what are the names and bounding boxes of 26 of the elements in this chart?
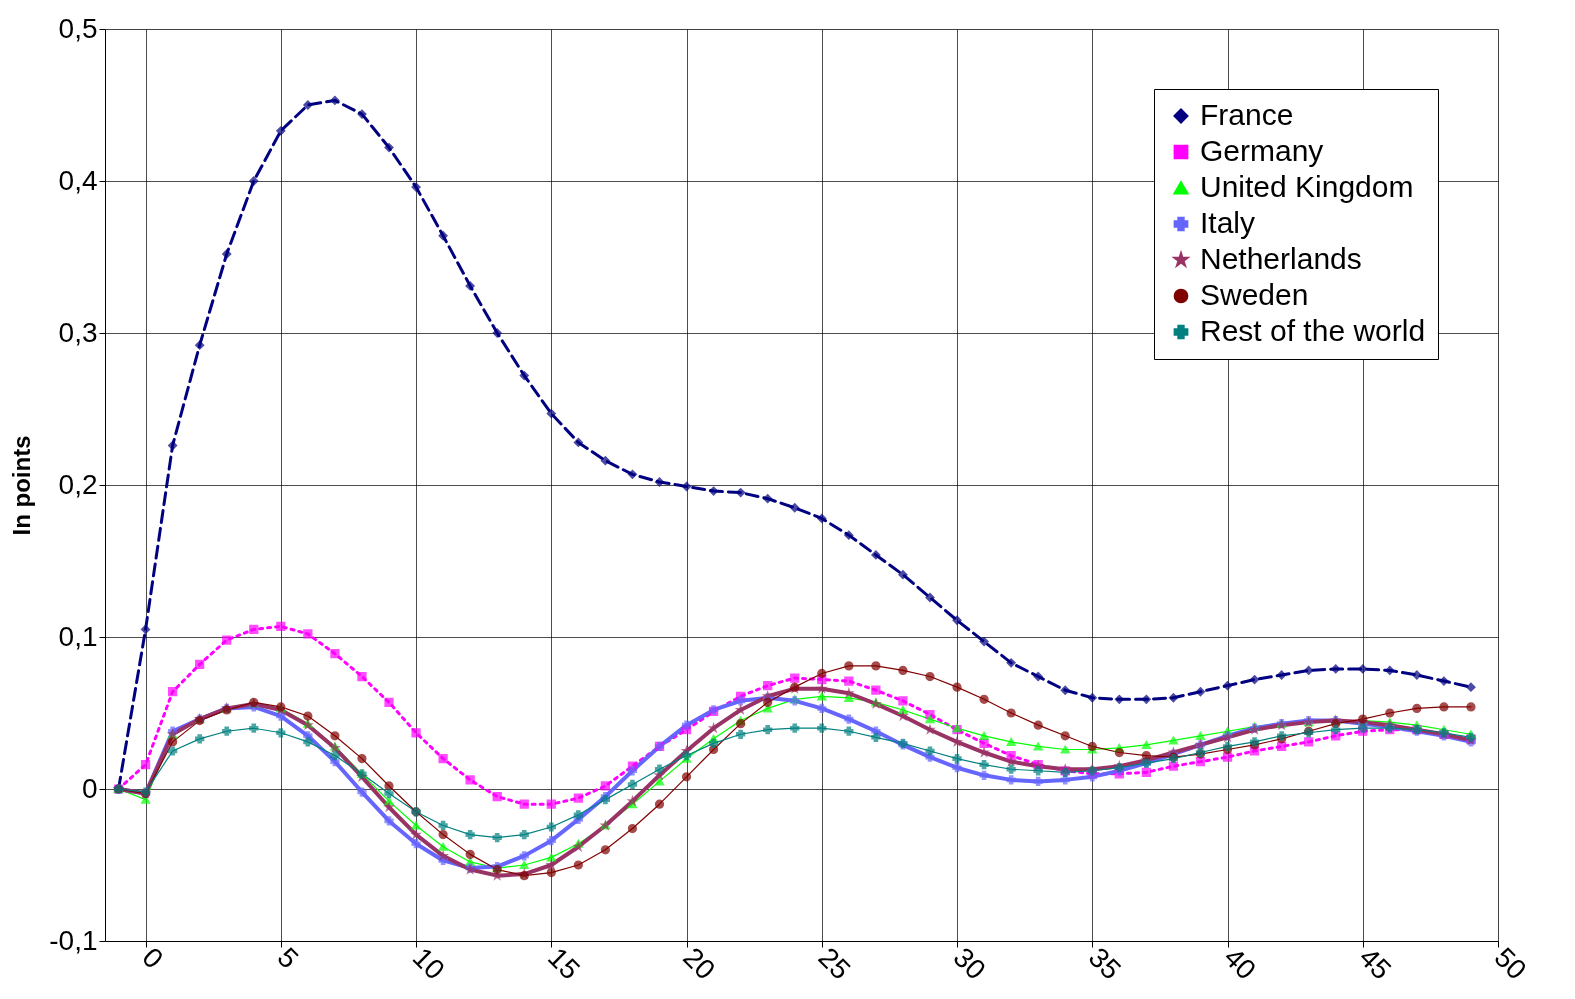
legend-label: Italy xyxy=(1200,206,1256,239)
legend-label: France xyxy=(1200,98,1294,131)
x-tick-label: 45 xyxy=(1353,941,1398,986)
y-axis-title: In points xyxy=(8,435,36,536)
y-tick-label: 0,4 xyxy=(58,164,98,196)
y-tick-label: 0,3 xyxy=(58,316,98,348)
y-tick-label: 0,1 xyxy=(58,620,98,652)
x-tick-label: 0 xyxy=(136,941,170,975)
x-tick-label: 15 xyxy=(541,941,586,986)
legend-label: Germany xyxy=(1200,134,1324,167)
legend-label: Rest of the world xyxy=(1200,314,1426,347)
x-tick-label: 35 xyxy=(1082,941,1127,986)
y-tick-label: 0,5 xyxy=(58,12,98,44)
x-tick-label: 5 xyxy=(271,941,305,975)
x-tick-label: 25 xyxy=(812,941,857,986)
x-tick-label: 40 xyxy=(1218,941,1263,986)
x-tick-label: 50 xyxy=(1488,941,1533,986)
y-tick-label: -0,1 xyxy=(49,924,98,956)
x-tick-label: 30 xyxy=(947,941,992,986)
y-tick-label: 0,2 xyxy=(58,468,98,500)
legend-label: Sweden xyxy=(1200,278,1309,311)
x-tick-label: 20 xyxy=(677,941,722,986)
legend-label: United Kingdom xyxy=(1200,170,1414,203)
legend-label: Netherlands xyxy=(1200,242,1362,275)
y-tick-label: 0 xyxy=(81,772,98,804)
x-tick-label: 10 xyxy=(406,941,451,986)
